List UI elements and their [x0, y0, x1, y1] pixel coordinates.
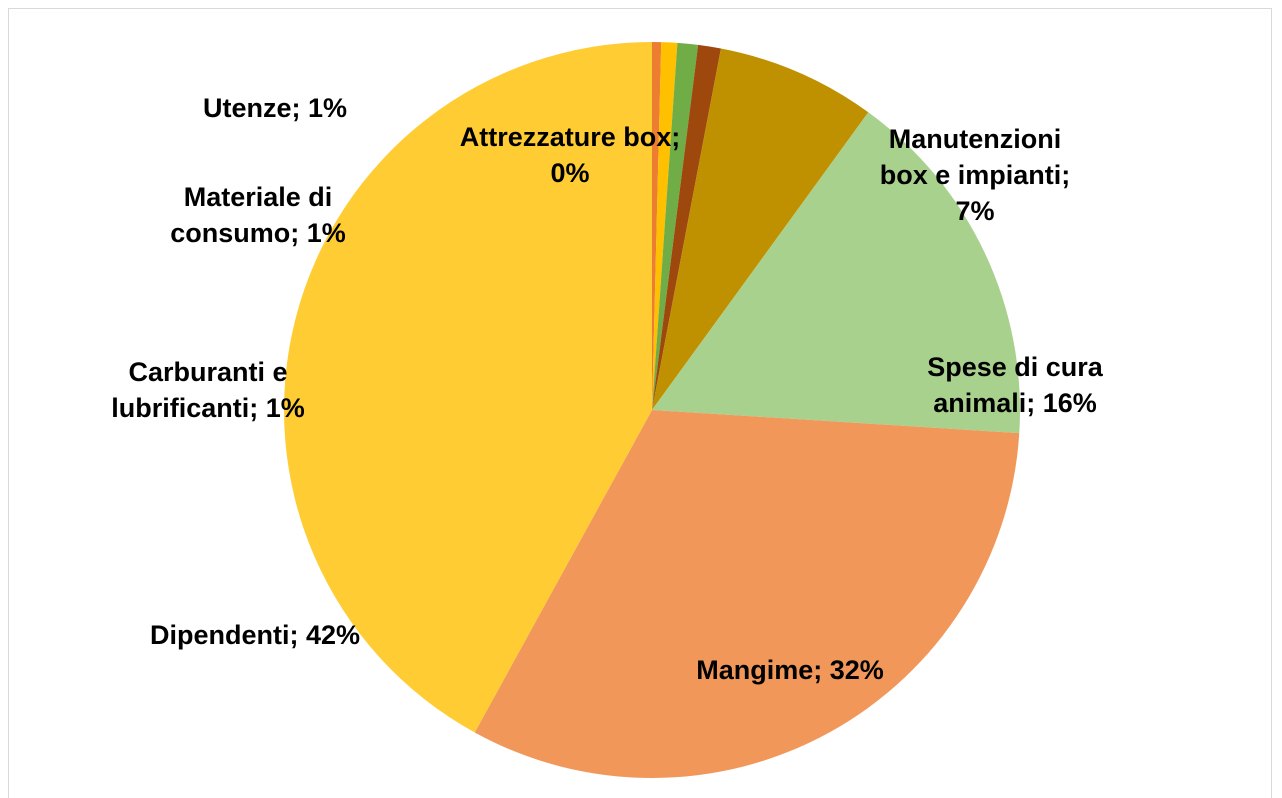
pie-slice — [652, 48, 869, 411]
label-value: 42% — [305, 620, 361, 650]
label-separator: ; — [813, 655, 830, 685]
label-value: 1% — [307, 93, 348, 123]
label-separator: ; — [290, 218, 307, 248]
label-value: 32% — [829, 655, 884, 685]
chart-frame — [8, 8, 1272, 798]
data-label: Attrezzature box; 0% — [450, 119, 690, 191]
pie-slice — [652, 44, 721, 410]
label-separator: ; — [1061, 160, 1071, 190]
pie-slice — [652, 42, 662, 410]
pie-slice — [652, 42, 678, 411]
label-category: Mangime — [696, 655, 814, 685]
label-category: Attrezzature box — [459, 122, 672, 152]
label-value: 1% — [306, 218, 346, 248]
data-label: Utenze; 1% — [145, 90, 405, 126]
label-category: Materiale di consumo — [170, 182, 333, 248]
label-value: 16% — [1042, 388, 1097, 418]
pie-slice — [474, 410, 1020, 778]
label-separator: ; — [249, 393, 266, 423]
data-label: Materiale di consumo; 1% — [133, 179, 383, 251]
data-label: Spese di cura animali; 16% — [885, 349, 1145, 421]
data-label: Dipendenti; 42% — [145, 617, 365, 653]
data-label: Manutenzioni box e impianti; 7% — [869, 121, 1081, 229]
pie-slice — [652, 42, 699, 410]
label-category: Utenze — [202, 93, 292, 123]
label-value: 0% — [550, 158, 590, 188]
label-category: Spese di cura animali — [927, 352, 1103, 418]
label-separator: ; — [291, 93, 308, 123]
data-label: Carburanti e lubrificanti; 1% — [93, 354, 323, 426]
data-label: Mangime; 32% — [680, 652, 900, 688]
pie-slice — [652, 112, 1021, 434]
label-separator: ; — [671, 122, 681, 152]
label-value: 1% — [265, 393, 305, 423]
label-separator: ; — [1026, 388, 1043, 418]
label-value: 7% — [955, 196, 995, 226]
label-separator: ; — [289, 620, 306, 650]
pie-slice — [284, 42, 652, 733]
label-category: Manutenzioni box e impianti — [879, 124, 1062, 190]
label-category: Dipendenti — [149, 620, 290, 650]
label-category: Carburanti e lubrificanti — [111, 357, 288, 423]
